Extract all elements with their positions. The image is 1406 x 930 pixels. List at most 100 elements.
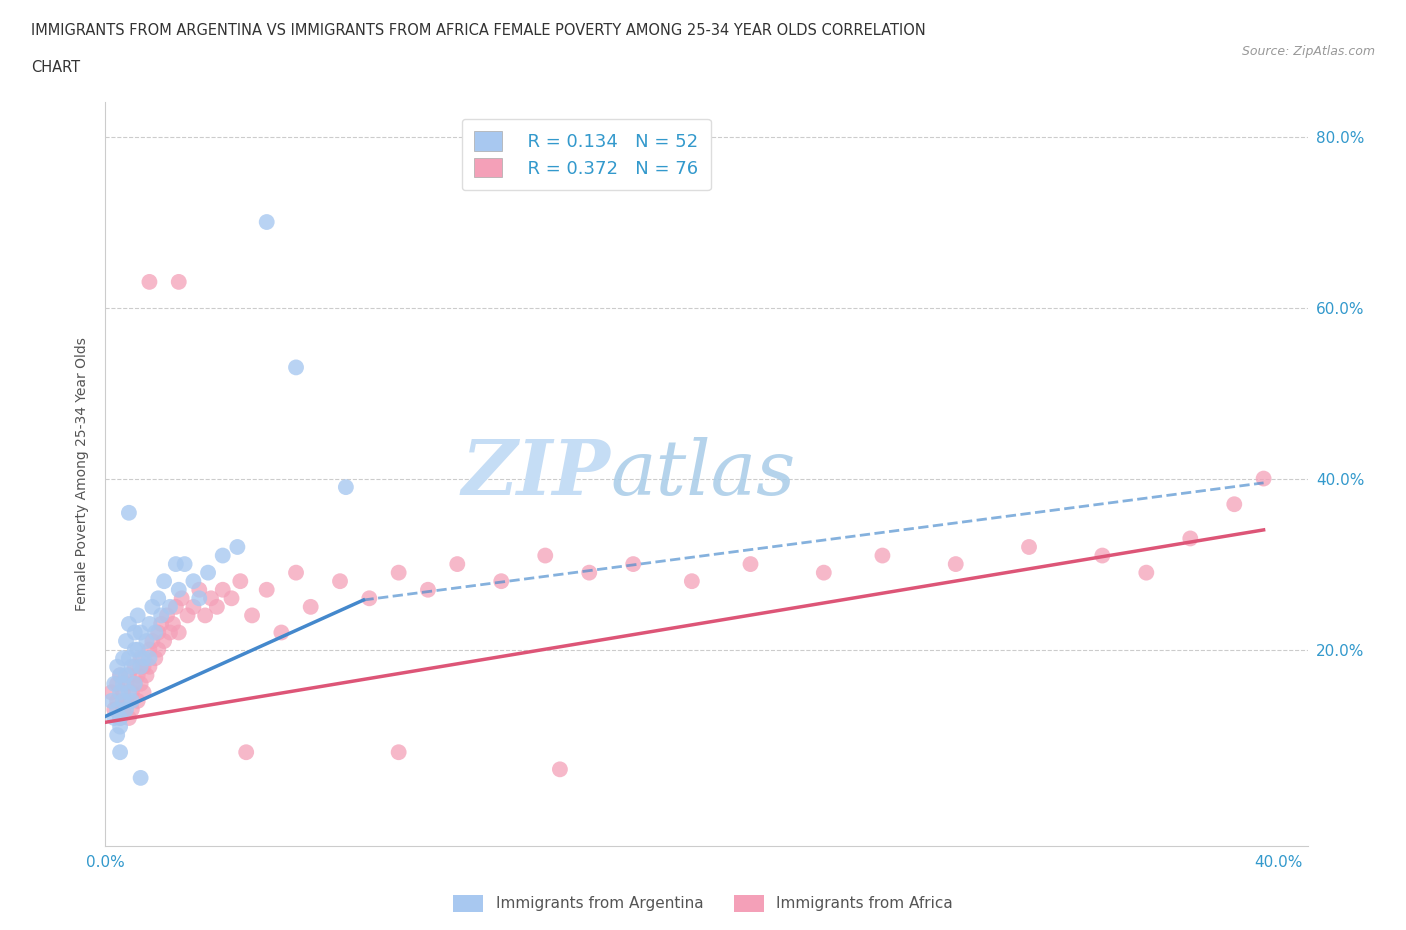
Point (112, 694, 135, 709)
Point (221, 591, 243, 605)
Point (124, 643, 146, 658)
Point (115, 633, 138, 648)
Point (235, 745, 257, 760)
Point (578, 565, 600, 580)
Point (226, 539, 249, 554)
Point (270, 625, 292, 640)
Point (148, 643, 170, 658)
Point (127, 694, 149, 709)
Point (176, 608, 198, 623)
Point (813, 565, 835, 580)
Point (141, 600, 163, 615)
Point (446, 557, 468, 572)
Point (153, 633, 176, 648)
Point (138, 643, 160, 658)
Point (105, 659, 128, 674)
Point (148, 591, 170, 605)
Point (124, 676, 146, 691)
Point (359, 591, 381, 605)
Point (1253, 472, 1275, 486)
Point (256, 215, 278, 230)
Text: ZIP: ZIP (461, 437, 610, 512)
Point (115, 694, 138, 709)
Point (127, 668, 149, 683)
Point (138, 617, 160, 631)
Point (127, 643, 149, 658)
Point (183, 574, 205, 589)
Point (188, 582, 211, 597)
Point (335, 480, 357, 495)
Point (945, 557, 967, 572)
Point (105, 694, 128, 709)
Point (118, 505, 141, 520)
Point (681, 574, 703, 589)
Point (740, 557, 762, 572)
Point (159, 600, 181, 615)
Point (108, 745, 131, 760)
Point (112, 651, 135, 666)
Point (167, 625, 190, 640)
Text: CHART: CHART (31, 60, 80, 75)
Point (103, 702, 125, 717)
Point (167, 582, 190, 597)
Point (118, 684, 141, 699)
Point (211, 582, 233, 597)
Point (132, 684, 155, 699)
Point (388, 565, 411, 580)
Point (124, 659, 146, 674)
Point (121, 702, 143, 717)
Point (194, 608, 217, 623)
Point (115, 702, 138, 717)
Point (108, 668, 131, 683)
Point (105, 676, 128, 691)
Point (170, 591, 193, 605)
Point (118, 617, 141, 631)
Point (118, 668, 141, 683)
Point (108, 684, 131, 699)
Point (150, 617, 173, 631)
Point (156, 608, 179, 623)
Point (229, 574, 252, 589)
Point (124, 625, 146, 640)
Point (138, 659, 160, 674)
Point (143, 651, 166, 666)
Point (100, 684, 122, 699)
Point (165, 557, 187, 572)
Point (138, 651, 160, 666)
Point (153, 574, 176, 589)
Point (129, 651, 152, 666)
Point (115, 676, 138, 691)
Point (205, 600, 228, 615)
Point (872, 548, 894, 563)
Text: atlas: atlas (610, 437, 796, 512)
Point (115, 668, 138, 683)
Point (132, 659, 155, 674)
Point (108, 668, 131, 683)
Point (548, 762, 571, 777)
Point (143, 625, 166, 640)
Point (329, 574, 352, 589)
Point (491, 574, 513, 589)
Text: IMMIGRANTS FROM ARGENTINA VS IMMIGRANTS FROM AFRICA FEMALE POVERTY AMONG 25-34 Y: IMMIGRANTS FROM ARGENTINA VS IMMIGRANTS … (31, 23, 925, 38)
Point (108, 719, 131, 734)
Point (256, 582, 278, 597)
Point (240, 608, 263, 623)
Point (129, 676, 152, 691)
Point (285, 360, 308, 375)
Point (112, 676, 135, 691)
Point (1135, 565, 1157, 580)
Legend: Immigrants from Argentina, Immigrants from Africa: Immigrants from Argentina, Immigrants fr… (447, 889, 959, 918)
Point (121, 684, 143, 699)
Point (1018, 539, 1040, 554)
Point (211, 548, 233, 563)
Point (159, 625, 181, 640)
Point (197, 565, 219, 580)
Point (165, 600, 187, 615)
Point (167, 274, 190, 289)
Point (129, 625, 152, 640)
Point (162, 617, 184, 631)
Point (148, 625, 170, 640)
Legend:   R = 0.134   N = 52,   R = 0.372   N = 76: R = 0.134 N = 52, R = 0.372 N = 76 (461, 119, 711, 190)
Point (1223, 497, 1246, 512)
Point (132, 651, 155, 666)
